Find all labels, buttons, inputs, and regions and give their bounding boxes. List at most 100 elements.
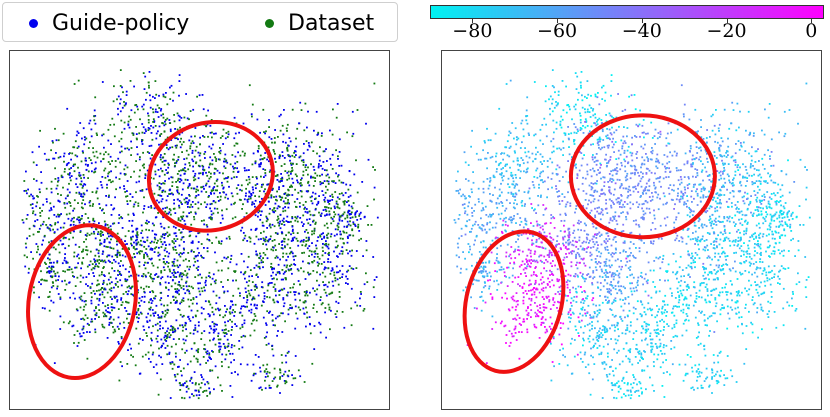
scatter-point: [234, 201, 236, 204]
scatter-point: [287, 189, 290, 192]
scatter-point: [224, 167, 227, 169]
scatter-point: [59, 328, 62, 330]
scatter-point: [135, 181, 138, 184]
scatter-point: [253, 372, 255, 375]
scatter-point: [284, 197, 287, 199]
scatter-point: [230, 192, 233, 195]
scatter-point: [179, 302, 181, 305]
scatter-point: [243, 319, 246, 322]
scatter-point: [263, 295, 266, 297]
scatter-point: [154, 323, 157, 326]
scatter-point: [251, 281, 254, 283]
scatter-point: [178, 338, 180, 340]
scatter-point: [688, 177, 690, 180]
scatter-point: [696, 192, 699, 195]
scatter-point: [180, 301, 183, 304]
scatter-point: [598, 146, 600, 149]
scatter-point: [99, 181, 102, 183]
scatter-point: [534, 158, 537, 160]
scatter-point: [584, 118, 587, 121]
scatter-point: [260, 259, 263, 262]
scatter-point: [257, 276, 259, 278]
scatter-point: [635, 136, 638, 138]
scatter-point: [564, 132, 567, 135]
scatter-point: [573, 140, 575, 143]
scatter-point: [160, 346, 163, 349]
scatter-point: [273, 377, 275, 380]
scatter-point: [318, 163, 320, 165]
scatter-point: [198, 172, 200, 175]
scatter-point: [33, 178, 35, 180]
scatter-point: [211, 311, 214, 313]
scatter-point: [688, 118, 691, 121]
scatter-point: [93, 168, 96, 171]
scatter-point: [329, 157, 332, 160]
scatter-point: [137, 202, 140, 205]
scatter-point: [168, 164, 170, 166]
scatter-point: [41, 243, 43, 246]
scatter-point: [700, 224, 703, 227]
scatter-point: [766, 182, 769, 184]
scatter-point: [669, 184, 672, 186]
scatter-point: [124, 103, 127, 106]
scatter-point: [600, 177, 602, 180]
scatter-point: [282, 221, 285, 223]
scatter-point: [197, 397, 200, 400]
scatter-point: [122, 321, 125, 324]
scatter-point: [624, 170, 627, 173]
scatter-point: [82, 248, 85, 251]
scatter-point: [169, 276, 172, 278]
scatter-point: [120, 284, 123, 287]
scatter-point: [627, 190, 629, 193]
scatter-point: [515, 183, 518, 185]
scatter-point: [323, 236, 325, 239]
scatter-point: [84, 163, 87, 166]
scatter-point: [330, 207, 332, 210]
scatter-point: [750, 211, 752, 214]
scatter-point: [213, 330, 216, 332]
scatter-point: [171, 279, 174, 282]
scatter-point: [335, 240, 338, 243]
scatter-point: [471, 129, 473, 132]
scatter-point: [50, 149, 52, 152]
scatter-point: [72, 209, 74, 212]
scatter-point: [623, 140, 626, 143]
scatter-point: [82, 276, 85, 279]
scatter-point: [197, 269, 199, 271]
scatter-point: [302, 270, 305, 273]
scatter-point: [165, 335, 168, 337]
scatter-point: [598, 136, 601, 139]
scatter-point: [194, 383, 197, 386]
scatter-point: [308, 218, 311, 220]
scatter-point: [338, 165, 341, 167]
scatter-point: [35, 243, 38, 245]
scatter-point: [208, 163, 211, 166]
scatter-point: [83, 292, 86, 294]
scatter-point: [114, 254, 117, 257]
scatter-point: [230, 258, 232, 260]
scatter-point: [48, 272, 51, 274]
scatter-point: [323, 199, 326, 201]
scatter-point: [206, 381, 209, 383]
scatter-point: [295, 312, 297, 315]
scatter-point: [240, 336, 243, 338]
scatter-point: [95, 132, 98, 135]
scatter-point: [291, 108, 294, 111]
scatter-point: [259, 131, 261, 134]
scatter-point: [197, 189, 199, 192]
scatter-point: [204, 383, 206, 386]
scatter-point: [332, 108, 334, 111]
scatter-point: [111, 235, 114, 237]
scatter-point: [498, 163, 501, 165]
scatter-point: [170, 285, 173, 288]
scatter-point: [168, 119, 171, 121]
scatter-point: [513, 150, 516, 153]
scatter-point: [292, 228, 294, 231]
scatter-point: [327, 183, 330, 185]
scatter-point: [265, 322, 267, 325]
scatter-point: [609, 156, 612, 158]
scatter-point: [54, 272, 57, 275]
scatter-point: [217, 158, 220, 161]
scatter-point: [641, 156, 644, 159]
scatter-point: [358, 213, 361, 216]
